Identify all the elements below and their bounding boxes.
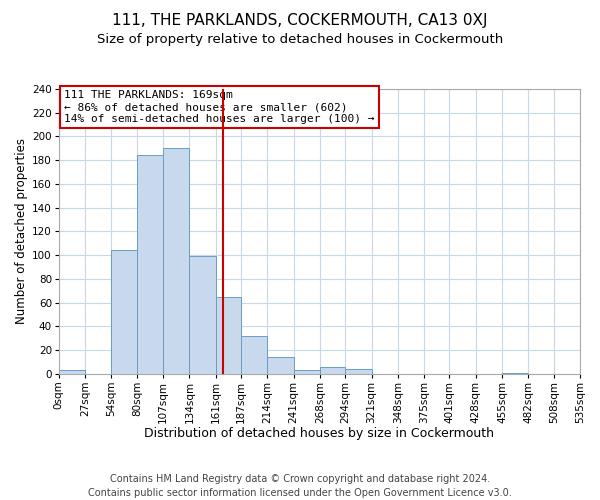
Bar <box>293 370 320 374</box>
Text: 111, THE PARKLANDS, COCKERMOUTH, CA13 0XJ: 111, THE PARKLANDS, COCKERMOUTH, CA13 0X… <box>112 12 488 28</box>
Bar <box>345 369 371 374</box>
Text: 111 THE PARKLANDS: 169sqm
← 86% of detached houses are smaller (602)
14% of semi: 111 THE PARKLANDS: 169sqm ← 86% of detac… <box>64 90 374 124</box>
Bar <box>268 357 293 374</box>
Bar <box>215 296 241 374</box>
Bar <box>320 366 345 374</box>
Bar <box>112 250 137 374</box>
Bar <box>502 372 529 374</box>
Bar <box>190 256 215 374</box>
Text: Contains HM Land Registry data © Crown copyright and database right 2024.
Contai: Contains HM Land Registry data © Crown c… <box>88 474 512 498</box>
Bar <box>241 336 268 374</box>
Bar <box>163 148 190 374</box>
Bar <box>137 156 163 374</box>
Text: Size of property relative to detached houses in Cockermouth: Size of property relative to detached ho… <box>97 32 503 46</box>
X-axis label: Distribution of detached houses by size in Cockermouth: Distribution of detached houses by size … <box>145 427 494 440</box>
Bar <box>59 370 85 374</box>
Y-axis label: Number of detached properties: Number of detached properties <box>15 138 28 324</box>
